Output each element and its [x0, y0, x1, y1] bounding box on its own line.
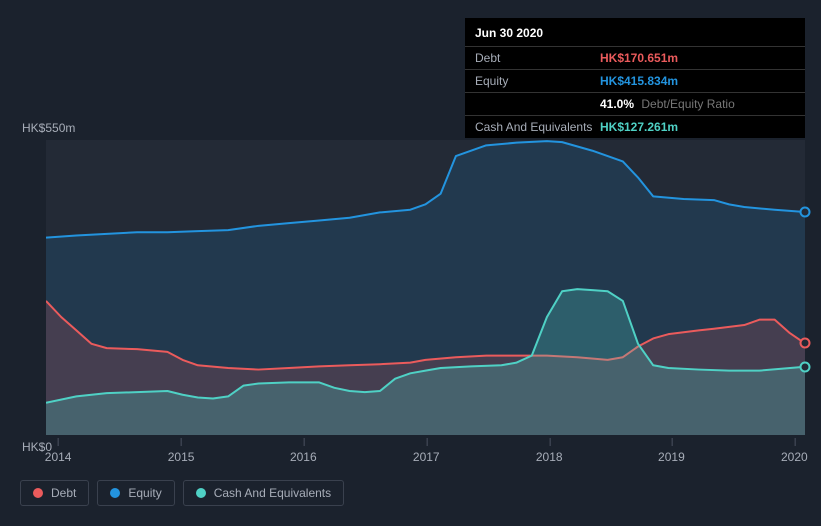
tooltip-ratio-value: 41.0% Debt/Equity Ratio [600, 97, 735, 111]
tooltip-row-ratio: 41.0% Debt/Equity Ratio [465, 93, 805, 116]
x-axis-label: 2014 [45, 450, 72, 464]
tooltip-label [475, 97, 600, 111]
tooltip-value: HK$415.834m [600, 74, 678, 88]
legend-label: Debt [51, 486, 76, 500]
tooltip-box: Jun 30 2020 Debt HK$170.651m Equity HK$4… [465, 18, 805, 138]
legend-dot-icon [110, 488, 120, 498]
legend-label: Equity [128, 486, 161, 500]
tooltip-date: Jun 30 2020 [465, 18, 805, 47]
series-end-marker [800, 338, 811, 349]
x-axis-label: 2015 [168, 450, 195, 464]
x-axis-label: 2018 [536, 450, 563, 464]
plot-svg [46, 140, 805, 435]
x-axis-label: 2019 [658, 450, 685, 464]
series-end-marker [800, 206, 811, 217]
tooltip-label: Cash And Equivalents [475, 120, 600, 134]
x-axis-label: 2016 [290, 450, 317, 464]
legend-dot-icon [196, 488, 206, 498]
ratio-label: Debt/Equity Ratio [641, 97, 734, 111]
tooltip-value: HK$127.261m [600, 120, 678, 134]
x-axis-label: 2017 [413, 450, 440, 464]
legend-item[interactable]: Cash And Equivalents [183, 480, 344, 506]
series-end-marker [800, 361, 811, 372]
x-axis: 2014 2015 2016 2017 2018 2019 2020 [46, 438, 805, 468]
legend-item[interactable]: Debt [20, 480, 89, 506]
plot-area[interactable] [46, 140, 805, 435]
x-axis-label: 2020 [781, 450, 808, 464]
tooltip-row-debt: Debt HK$170.651m [465, 47, 805, 70]
legend-label: Cash And Equivalents [214, 486, 331, 500]
legend: Debt Equity Cash And Equivalents [20, 480, 344, 506]
ratio-value: 41.0% [600, 97, 634, 111]
tooltip-value: HK$170.651m [600, 51, 678, 65]
tooltip-label: Debt [475, 51, 600, 65]
legend-dot-icon [33, 488, 43, 498]
tooltip-row-equity: Equity HK$415.834m [465, 70, 805, 93]
chart-container: Jun 30 2020 Debt HK$170.651m Equity HK$4… [0, 0, 821, 526]
chart-wrap [16, 120, 805, 435]
legend-item[interactable]: Equity [97, 480, 174, 506]
tooltip-label: Equity [475, 74, 600, 88]
tooltip-row-cash: Cash And Equivalents HK$127.261m [465, 116, 805, 138]
